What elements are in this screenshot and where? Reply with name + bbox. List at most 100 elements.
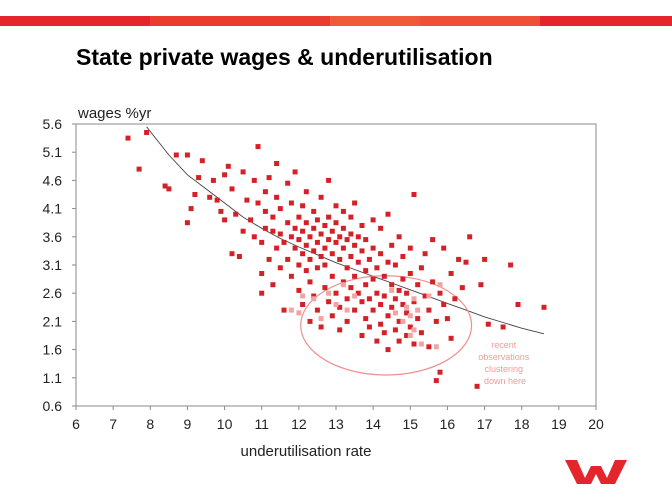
data-point: [329, 313, 335, 319]
data-point: [404, 333, 410, 338]
data-point: [136, 166, 142, 172]
data-point: [370, 276, 376, 282]
data-point: [251, 177, 257, 183]
accent-bar-segment: [420, 16, 540, 26]
data-point: [456, 256, 462, 262]
data-point: [404, 310, 410, 316]
annotation-line: clustering: [484, 364, 523, 374]
data-point: [411, 341, 417, 347]
y-tick-label: 5.6: [43, 116, 63, 132]
data-point: [378, 251, 384, 257]
data-point: [285, 220, 291, 226]
data-point: [370, 217, 376, 223]
recent-data-point: [411, 296, 417, 302]
data-point: [333, 239, 339, 245]
data-point: [437, 369, 443, 375]
data-point: [340, 208, 346, 214]
recent-data-point: [318, 316, 324, 322]
data-point: [385, 313, 391, 319]
data-point: [318, 324, 324, 330]
data-point: [359, 248, 365, 254]
data-point: [311, 225, 317, 231]
data-point: [340, 245, 346, 251]
data-point: [296, 262, 302, 268]
data-point: [240, 228, 246, 234]
data-point: [508, 262, 514, 268]
data-point: [441, 302, 447, 307]
data-point: [210, 177, 216, 183]
data-point: [307, 279, 313, 285]
data-point: [259, 239, 265, 245]
data-point: [359, 333, 365, 338]
recent-data-point: [288, 307, 294, 313]
data-point: [404, 290, 410, 296]
data-point: [125, 135, 131, 141]
data-point: [222, 217, 228, 223]
data-point: [389, 242, 395, 248]
data-point: [396, 338, 402, 344]
data-point: [437, 290, 443, 296]
data-point: [270, 282, 276, 288]
data-point: [363, 237, 369, 243]
y-tick-label: 3.1: [43, 257, 63, 273]
data-points: [125, 130, 547, 389]
data-point: [400, 254, 406, 259]
recent-data-point: [300, 293, 306, 299]
data-point: [281, 307, 287, 313]
data-point: [259, 290, 265, 296]
data-point: [340, 279, 346, 285]
data-point: [311, 208, 317, 214]
data-point: [326, 299, 332, 305]
data-point: [322, 285, 328, 291]
data-point: [374, 290, 380, 296]
data-point: [296, 214, 302, 220]
data-point: [392, 262, 398, 268]
recent-data-point: [344, 307, 350, 313]
data-point: [381, 273, 387, 279]
data-point: [184, 152, 190, 158]
data-point: [296, 287, 302, 293]
data-point: [229, 251, 235, 257]
data-point: [515, 302, 521, 307]
recent-data-point: [389, 287, 395, 293]
data-point: [322, 223, 328, 228]
data-point: [277, 265, 283, 271]
data-point: [337, 256, 343, 262]
westpac-w-logo-icon: [565, 460, 627, 484]
page-title: State private wages & underutilisation: [76, 44, 493, 70]
data-point: [229, 186, 235, 192]
data-point: [389, 304, 395, 310]
data-point: [255, 144, 261, 150]
data-point: [355, 290, 361, 296]
data-point: [426, 344, 432, 350]
data-point: [166, 186, 172, 192]
data-point: [366, 324, 372, 330]
data-point: [370, 245, 376, 251]
data-point: [411, 192, 417, 197]
data-point: [418, 330, 424, 336]
data-point: [196, 175, 202, 181]
x-tick-label: 14: [365, 416, 381, 432]
data-point: [199, 158, 205, 164]
data-point: [400, 302, 406, 307]
data-point: [144, 130, 150, 135]
data-point: [348, 231, 354, 237]
data-point: [430, 237, 436, 243]
data-point: [288, 234, 294, 240]
x-tick-label: 10: [217, 416, 233, 432]
recent-data-point: [340, 282, 346, 288]
data-point: [285, 180, 291, 186]
data-point: [418, 265, 424, 271]
data-point: [303, 189, 309, 195]
data-point: [374, 338, 380, 344]
x-tick-label: 11: [254, 416, 269, 432]
data-point: [296, 237, 302, 243]
data-point: [262, 208, 268, 214]
data-point: [433, 378, 439, 384]
recent-data-point: [333, 302, 339, 307]
data-point: [407, 245, 413, 251]
data-point: [422, 293, 428, 299]
data-point: [288, 200, 294, 206]
data-point: [288, 273, 294, 279]
data-point: [318, 194, 324, 200]
